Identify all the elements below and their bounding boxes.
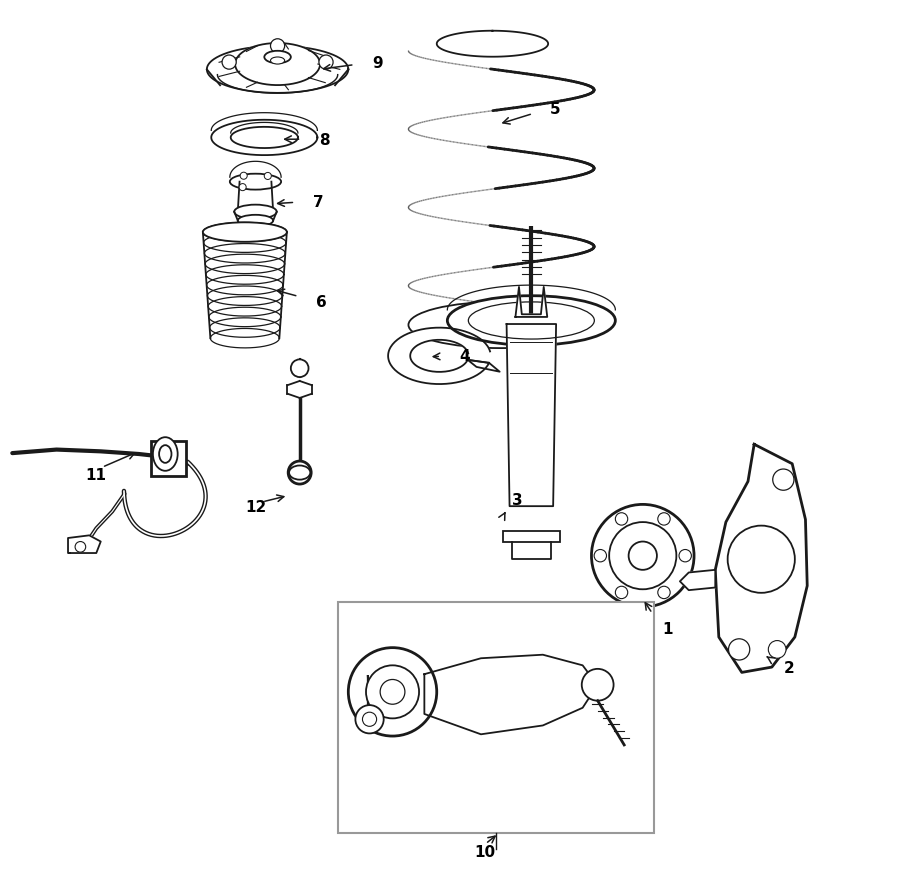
Polygon shape	[388, 329, 490, 385]
Polygon shape	[368, 676, 370, 730]
Circle shape	[594, 550, 607, 563]
Circle shape	[628, 542, 657, 571]
Circle shape	[380, 680, 405, 704]
Polygon shape	[716, 445, 807, 672]
Polygon shape	[206, 266, 284, 285]
Bar	[338, 602, 654, 834]
Circle shape	[728, 639, 750, 660]
Circle shape	[222, 56, 236, 70]
Polygon shape	[207, 287, 283, 306]
Circle shape	[240, 173, 248, 180]
Ellipse shape	[289, 466, 310, 480]
Polygon shape	[209, 307, 281, 327]
Circle shape	[658, 587, 670, 599]
Circle shape	[366, 665, 419, 719]
Circle shape	[356, 705, 383, 734]
Circle shape	[291, 360, 309, 377]
Circle shape	[265, 174, 271, 180]
Circle shape	[609, 523, 677, 589]
Circle shape	[363, 712, 376, 727]
Polygon shape	[235, 44, 320, 86]
Ellipse shape	[447, 297, 616, 346]
Text: 11: 11	[86, 467, 107, 482]
Text: 3: 3	[512, 493, 523, 508]
Polygon shape	[207, 276, 284, 296]
Polygon shape	[230, 128, 298, 149]
Polygon shape	[204, 245, 285, 264]
Ellipse shape	[202, 223, 287, 243]
Bar	[503, 532, 560, 542]
Circle shape	[591, 505, 694, 607]
Ellipse shape	[409, 302, 594, 349]
Circle shape	[319, 56, 333, 70]
Ellipse shape	[265, 51, 291, 64]
Text: 2: 2	[784, 661, 795, 676]
Bar	[151, 441, 185, 477]
Polygon shape	[205, 255, 284, 275]
Polygon shape	[210, 318, 280, 338]
Polygon shape	[680, 571, 716, 590]
Ellipse shape	[271, 58, 284, 65]
Polygon shape	[68, 536, 101, 554]
Text: 9: 9	[373, 56, 382, 71]
Polygon shape	[211, 329, 279, 348]
Polygon shape	[516, 288, 547, 317]
Ellipse shape	[230, 175, 281, 190]
Text: 7: 7	[313, 194, 324, 209]
Text: 6: 6	[316, 294, 327, 309]
Polygon shape	[425, 655, 596, 734]
Polygon shape	[208, 298, 282, 316]
Circle shape	[679, 550, 691, 563]
Circle shape	[581, 669, 614, 701]
Circle shape	[239, 184, 247, 191]
Polygon shape	[468, 361, 500, 372]
Text: 5: 5	[550, 102, 561, 117]
Text: 12: 12	[245, 499, 266, 514]
Text: 8: 8	[320, 133, 329, 148]
Circle shape	[348, 648, 436, 736]
Polygon shape	[207, 47, 348, 94]
Circle shape	[288, 462, 311, 485]
Circle shape	[616, 513, 627, 525]
Circle shape	[727, 526, 795, 593]
Ellipse shape	[238, 215, 274, 227]
Circle shape	[773, 470, 794, 491]
Circle shape	[271, 40, 284, 54]
Ellipse shape	[234, 206, 276, 220]
Ellipse shape	[153, 438, 177, 471]
Ellipse shape	[159, 446, 172, 463]
Circle shape	[658, 513, 670, 525]
Text: 10: 10	[475, 843, 496, 859]
Polygon shape	[202, 223, 287, 243]
Circle shape	[616, 587, 627, 599]
Text: 1: 1	[662, 621, 672, 636]
Text: 4: 4	[459, 349, 470, 364]
Ellipse shape	[611, 508, 675, 604]
Polygon shape	[203, 234, 286, 253]
Polygon shape	[212, 120, 318, 156]
Polygon shape	[507, 324, 556, 507]
Circle shape	[75, 542, 86, 553]
Circle shape	[769, 641, 786, 658]
